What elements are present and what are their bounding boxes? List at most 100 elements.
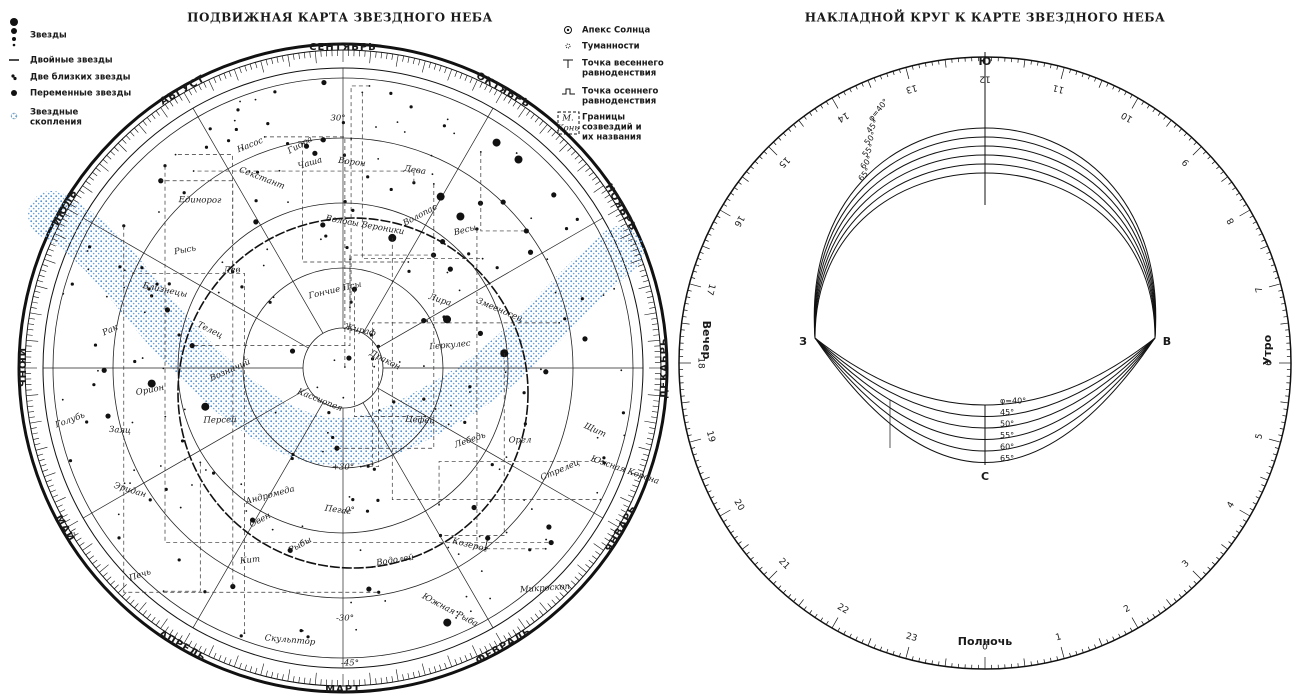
latitude-label: φ=40° (1000, 397, 1026, 406)
star (506, 532, 508, 534)
rim-tick (526, 111, 530, 116)
rim-tick (34, 291, 40, 292)
time-tick (1260, 477, 1267, 480)
star (404, 131, 406, 133)
rim-tick (96, 564, 101, 568)
rim-tick (209, 645, 214, 656)
rim-tick (465, 75, 467, 81)
star (273, 90, 276, 93)
star (334, 359, 336, 361)
legend-star (11, 28, 17, 34)
constellation-name: Цефей (405, 414, 435, 426)
time-tick (1208, 156, 1211, 159)
star (272, 529, 274, 531)
time-tick (1147, 618, 1149, 621)
rim-tick (147, 117, 151, 122)
star (221, 261, 223, 263)
star (177, 333, 180, 336)
time-tick (1259, 491, 1263, 493)
rim-tick (392, 676, 393, 682)
star (273, 296, 275, 298)
star (613, 288, 615, 290)
rim-tick (552, 600, 556, 604)
star (85, 420, 88, 423)
star (87, 269, 89, 271)
rim-tick (46, 480, 52, 482)
latitude-label: 60° (1000, 443, 1014, 452)
star (453, 133, 455, 135)
legend-cluster (11, 113, 17, 119)
star (367, 465, 370, 468)
rim-tick (560, 592, 564, 596)
rim-tick (304, 52, 305, 58)
star (530, 217, 532, 219)
star (448, 424, 450, 426)
rim-tick (304, 678, 305, 684)
rim-tick (89, 556, 94, 560)
rim-tick (548, 128, 552, 133)
star (290, 348, 295, 353)
time-tick (742, 544, 748, 549)
star (493, 139, 501, 147)
time-tick (850, 634, 852, 638)
rim-tick (470, 653, 472, 658)
time-tick (832, 618, 838, 628)
rim-tick (592, 177, 597, 181)
constellation-name: Лира (426, 292, 452, 309)
time-tick (1243, 520, 1246, 522)
star (266, 122, 269, 125)
star (524, 422, 527, 425)
time-tick (1243, 204, 1246, 206)
rim-tick (110, 581, 114, 585)
rim-tick (628, 495, 633, 497)
time-tick (769, 147, 777, 155)
time-tick (862, 83, 864, 87)
star (350, 602, 352, 604)
time-tick (838, 628, 840, 632)
rim-tick (27, 406, 33, 407)
rim-tick (422, 61, 425, 73)
rim-tick (455, 71, 457, 77)
time-tick (1107, 639, 1109, 643)
month-label: МАРТ (325, 684, 361, 695)
rim-tick (234, 69, 238, 80)
time-tick (1057, 66, 1058, 70)
star (97, 370, 99, 372)
time-tick (856, 86, 858, 90)
time-tick (880, 75, 881, 79)
time-tick (945, 60, 946, 68)
star (622, 411, 625, 414)
direction-west: З (799, 335, 807, 348)
star (254, 199, 257, 202)
star (390, 188, 393, 191)
time-tick (711, 497, 715, 499)
rim-tick (27, 335, 33, 336)
rim-tick (31, 307, 37, 308)
star (360, 466, 362, 468)
hour-label: 14 (835, 109, 850, 124)
rim-tick (293, 676, 294, 682)
time-tick (1240, 510, 1250, 516)
rim-tick (103, 573, 108, 577)
month-label: ДЕКАБРЬ (659, 337, 670, 398)
rim-tick (27, 329, 33, 330)
time-tick (1194, 142, 1197, 145)
time-tick (1212, 161, 1215, 164)
constellation-name: Андромеда (243, 484, 295, 507)
month-label: ФЕВРАЛЬ (474, 626, 534, 667)
time-tick (826, 101, 828, 104)
rim-tick (32, 302, 38, 303)
star (164, 416, 166, 418)
declination-label: -45° (341, 659, 359, 669)
rim-tick (255, 62, 257, 68)
rim-tick (126, 135, 130, 139)
star (235, 128, 238, 131)
star (371, 566, 373, 568)
hour-label: 16 (731, 213, 746, 228)
legend-apex (567, 29, 569, 31)
rim-tick (27, 401, 33, 402)
hour-label: 8 (1225, 216, 1237, 226)
rim-tick (396, 669, 398, 681)
time-tick (708, 234, 712, 236)
time-tick (799, 599, 804, 605)
